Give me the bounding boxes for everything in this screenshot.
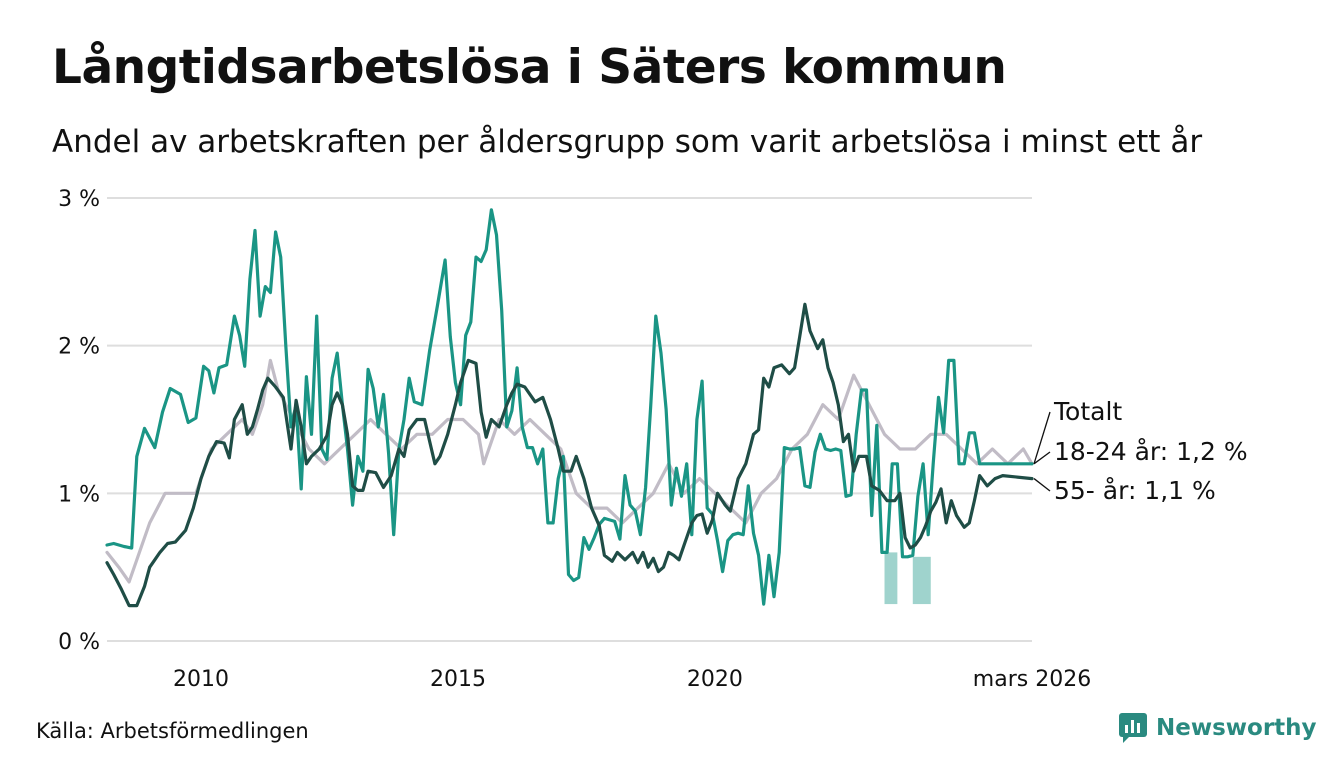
brand-name: Newsworthy (1156, 715, 1317, 741)
y-tick-label: 3 % (58, 187, 100, 212)
y-tick-label: 1 % (58, 482, 100, 507)
series-lines (105, 208, 1034, 608)
series-label-age-55: 55- år: 1,1 % (1054, 476, 1216, 505)
uncertainty-bands (884, 552, 931, 605)
series-line-age-18-24 (105, 208, 1034, 606)
brand-logo[interactable]: Newsworthy (1118, 712, 1317, 744)
uncertainty-band (912, 556, 931, 605)
x-tick-label: mars 2026 (973, 667, 1091, 692)
y-tick-label: 2 % (58, 335, 100, 360)
series-line-age-55 (105, 302, 1034, 608)
chart-title: Långtidsarbetslösa i Säters kommun (52, 40, 1007, 95)
label-leader-line (1033, 411, 1051, 464)
label-leader-line (1033, 451, 1051, 465)
x-tick-label: 2010 (173, 667, 229, 692)
gridlines (107, 197, 1032, 642)
x-tick-label: 2020 (687, 667, 743, 692)
uncertainty-band (884, 552, 898, 605)
series-label-total: Totalt (1053, 397, 1122, 426)
y-tick-label: 0 % (58, 630, 100, 655)
x-tick-label: 2015 (430, 667, 486, 692)
source-note: Källa: Arbetsförmedlingen (36, 719, 309, 743)
series-label-age-18-24: 18-24 år: 1,2 % (1054, 437, 1248, 466)
line-chart: Totalt 18-24 år: 1,2 % 55- år: 1,1 % 0 % 1 … (58, 187, 1248, 692)
series-labels: Totalt 18-24 år: 1,2 % 55- år: 1,1 % (1033, 397, 1248, 505)
chart-subtitle: Andel av arbetskraften per åldersgrupp s… (52, 124, 1203, 160)
axis-labels: 0 % 1 % 2 % 3 % 2010 2015 2020 mars 2026 (58, 187, 1091, 692)
newsworthy-logo-icon (1119, 713, 1147, 743)
label-leader-line (1033, 478, 1051, 492)
